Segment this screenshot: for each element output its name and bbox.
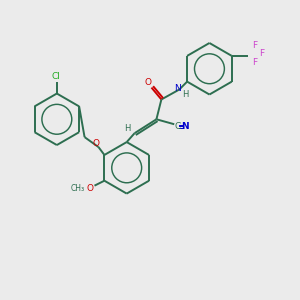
Text: Cl: Cl [51,72,60,81]
Text: F: F [259,50,264,58]
Text: H: H [124,124,131,133]
Text: F: F [252,58,257,67]
Text: CH₃: CH₃ [70,184,85,193]
Text: C: C [174,122,180,131]
Text: O: O [93,139,100,148]
Text: N: N [174,84,181,93]
Text: F: F [252,41,257,50]
Text: O: O [144,78,151,87]
Text: N: N [181,122,189,131]
Text: O: O [86,184,93,193]
Text: H: H [182,90,188,99]
